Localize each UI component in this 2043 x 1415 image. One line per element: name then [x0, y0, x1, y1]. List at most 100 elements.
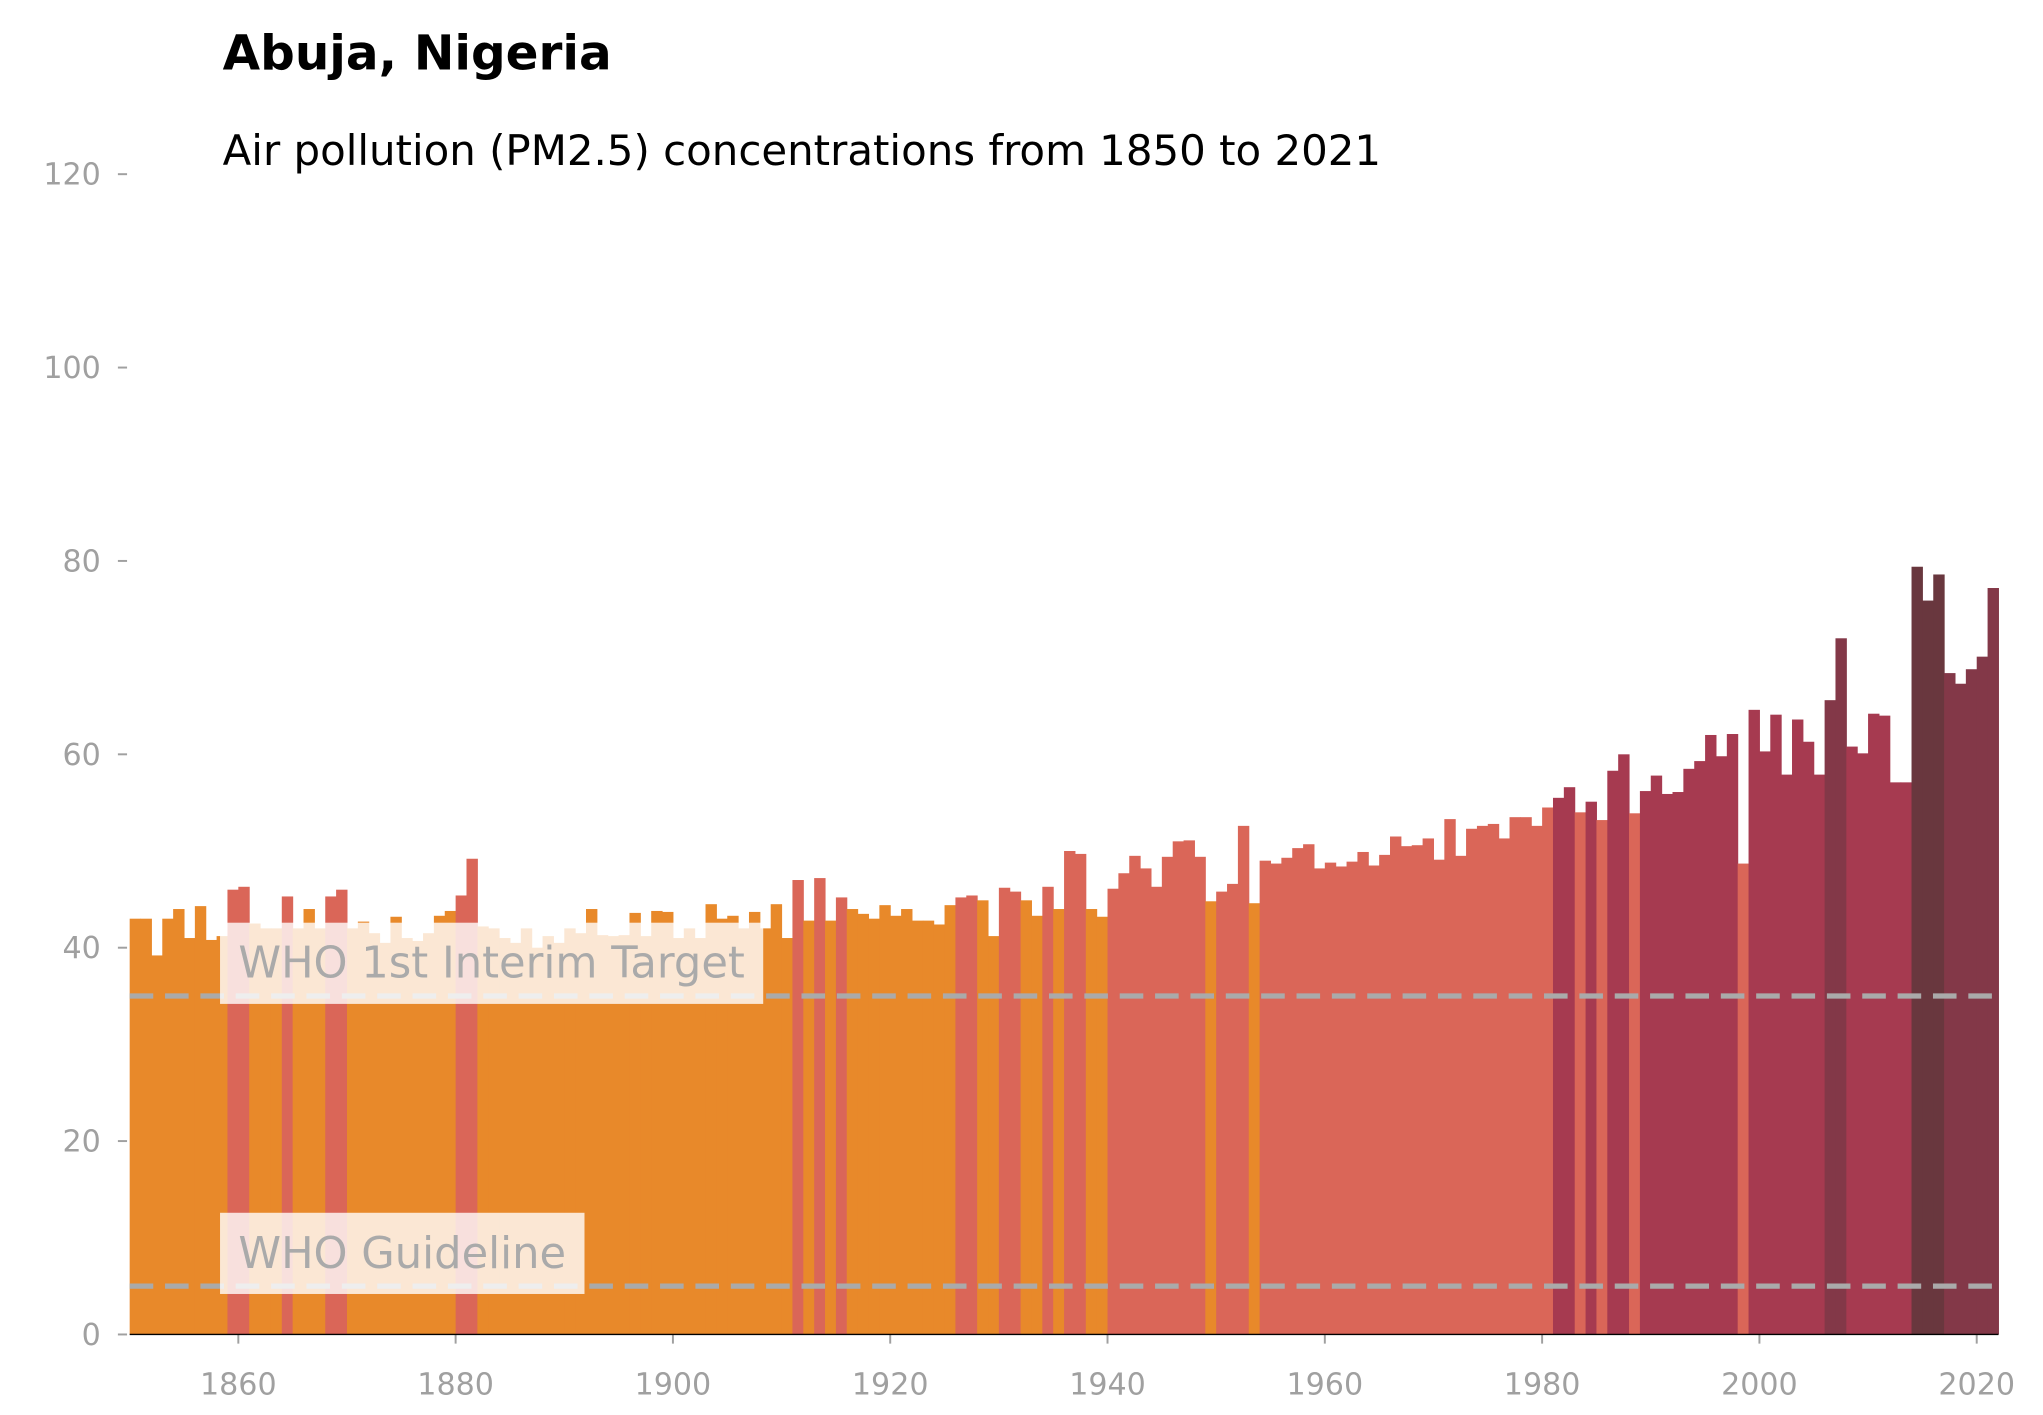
- bar: [1324, 862, 1337, 1335]
- bar: [1933, 574, 1945, 1335]
- bar: [553, 942, 565, 1335]
- bar: [314, 928, 326, 1335]
- bar: [683, 928, 696, 1335]
- x-tick-label: 1860: [200, 1368, 277, 1403]
- bar: [1672, 792, 1684, 1335]
- bar: [1422, 838, 1434, 1335]
- y-tick-label: 40: [63, 931, 101, 966]
- bar: [1064, 851, 1076, 1335]
- bar: [1607, 770, 1619, 1335]
- bar: [423, 933, 435, 1335]
- bar: [1357, 851, 1369, 1335]
- bar: [846, 909, 859, 1335]
- bar: [1542, 807, 1554, 1335]
- y-tick-label: 20: [63, 1125, 101, 1160]
- bar: [1531, 825, 1543, 1335]
- bar: [629, 912, 641, 1335]
- bar: [140, 918, 152, 1335]
- bar: [325, 896, 337, 1335]
- bar: [1085, 909, 1098, 1335]
- bar: [444, 910, 457, 1335]
- bar: [238, 886, 250, 1335]
- bar: [1444, 819, 1456, 1335]
- bar: [531, 947, 544, 1335]
- bar: [357, 921, 370, 1335]
- bar: [151, 955, 163, 1335]
- bar: [1455, 855, 1467, 1335]
- bar: [1183, 840, 1195, 1335]
- bar: [216, 936, 228, 1335]
- bar: [1379, 854, 1391, 1335]
- bar: [1096, 916, 1109, 1335]
- bar: [1248, 903, 1261, 1335]
- bar: [1987, 588, 1999, 1335]
- bar: [1020, 900, 1032, 1335]
- bar: [1433, 859, 1445, 1335]
- bar: [1520, 817, 1532, 1335]
- bar: [1585, 801, 1597, 1335]
- y-tick-label: 80: [63, 544, 101, 579]
- x-tick-label: 2000: [1721, 1368, 1798, 1403]
- bar: [1227, 883, 1239, 1335]
- bar: [1237, 825, 1250, 1335]
- bar: [412, 940, 424, 1335]
- bar: [1770, 714, 1782, 1335]
- bar: [1835, 638, 1847, 1335]
- y-tick-label: 0: [82, 1318, 101, 1353]
- bar: [542, 936, 554, 1335]
- bar: [1053, 909, 1065, 1335]
- bar: [1954, 683, 1967, 1335]
- bar: [1498, 838, 1511, 1335]
- bar: [716, 918, 728, 1335]
- bar: [1205, 901, 1217, 1335]
- bar: [1292, 848, 1304, 1335]
- x-tick-label: 2020: [1938, 1368, 2015, 1403]
- bar: [1216, 891, 1228, 1335]
- bar: [1466, 828, 1478, 1335]
- bar: [1694, 761, 1706, 1335]
- bar: [173, 909, 185, 1335]
- bar: [901, 909, 913, 1335]
- bar: [618, 935, 630, 1335]
- bar: [1639, 791, 1652, 1335]
- bar: [205, 939, 218, 1335]
- bar: [1140, 868, 1152, 1335]
- x-tick-label: 1880: [417, 1368, 494, 1403]
- bar: [1683, 768, 1695, 1335]
- bar: [390, 916, 402, 1335]
- bar: [1074, 853, 1087, 1335]
- bar: [477, 926, 489, 1335]
- bar: [868, 918, 880, 1335]
- bar: [759, 928, 772, 1335]
- bar: [705, 904, 717, 1335]
- bar: [596, 935, 609, 1335]
- bar: [835, 897, 848, 1335]
- bar: [944, 905, 956, 1335]
- bar: [694, 938, 707, 1335]
- bar: [336, 889, 348, 1335]
- bar: [1824, 700, 1836, 1335]
- bar: [879, 905, 891, 1335]
- bar: [303, 909, 315, 1335]
- bar: [1118, 873, 1130, 1335]
- chart-title: Abuja, Nigeria: [223, 25, 612, 81]
- bar: [640, 936, 652, 1335]
- bar: [1335, 866, 1348, 1335]
- bar: [1900, 782, 1913, 1335]
- bar: [1618, 754, 1630, 1335]
- bar: [1031, 915, 1043, 1335]
- bar: [346, 928, 359, 1335]
- bar: [281, 896, 294, 1335]
- bar: [1944, 673, 1956, 1335]
- bar: [662, 911, 674, 1335]
- bar: [1009, 891, 1022, 1335]
- bar: [1303, 844, 1315, 1335]
- bar: [129, 918, 142, 1335]
- bar: [1107, 888, 1119, 1335]
- reference-label: WHO 1st Interim Target: [238, 939, 745, 989]
- x-tick-label: 1960: [1286, 1368, 1363, 1403]
- bar: [1726, 734, 1739, 1335]
- reference-label-box: [220, 1212, 585, 1294]
- bar: [488, 928, 500, 1335]
